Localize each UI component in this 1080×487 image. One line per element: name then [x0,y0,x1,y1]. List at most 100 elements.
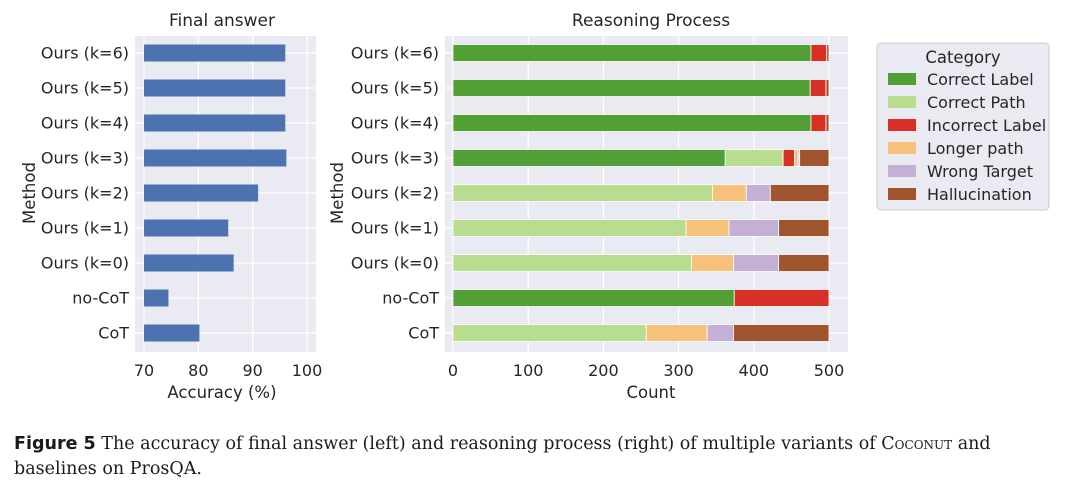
legend-label-correct-path: Correct Path [927,93,1026,112]
left-y-tick-label: Ours (k=0) [41,254,129,273]
caption-figure-label: Figure 5 [14,434,96,454]
figure-caption: Figure 5 The accuracy of final answer (l… [14,432,1069,482]
final-answer-chart: Ours (k=6) Ours (k=5) Ours (k=4) Ours (k=3)… [20,11,322,402]
left-x-tick-label: 100 [292,361,323,380]
segment-correct-path-ours-k-1 [452,219,687,237]
accuracy-bar-ours-k-1 [144,219,229,237]
segment-hallucination-ours-k-0 [778,254,830,272]
left-x-tick-label: 90 [242,361,262,380]
segment-incorrect-label-ours-k-6 [810,44,828,62]
legend-title: Category [925,48,1001,67]
accuracy-bar-cot [144,324,200,342]
left-y-tick-label: Ours (k=3) [41,149,129,168]
segment-wrong-target-ours-k-0 [733,254,780,272]
left-y-tick-label: CoT [98,324,129,343]
segment-incorrect-label-ours-k-3 [782,149,795,167]
segment-longer-path-ours-k-1 [685,219,730,237]
segment-hallucination-ours-k-2 [769,184,830,202]
segment-hallucination-ours-k-6 [826,44,830,62]
legend-swatch-correct-label [888,73,916,85]
segment-longer-path-cot [645,324,708,342]
legend-label-incorrect-label: Incorrect Label [927,116,1046,135]
segment-wrong-target-ours-k-1 [728,219,780,237]
legend-swatch-hallucination [888,188,916,200]
segment-correct-path-cot [452,324,647,342]
left-bars [144,44,287,342]
left-chart-title: Final answer [169,11,275,31]
accuracy-bar-ours-k-6 [144,44,286,62]
caption-method-name: Coconut [881,434,953,454]
left-y-tick-label: Ours (k=1) [41,219,129,238]
right-y-tick-label: Ours (k=3) [351,149,439,168]
legend-swatch-incorrect-label [888,119,916,131]
accuracy-bar-ours-k-0 [144,254,234,272]
segment-longer-path-ours-k-0 [690,254,734,272]
legend-label-wrong-target: Wrong Target [927,162,1033,181]
segment-wrong-target-cot [706,324,734,342]
accuracy-bar-ours-k-4 [144,114,286,132]
accuracy-bar-ours-k-5 [144,79,286,97]
right-stacked-bars [452,44,830,342]
left-y-tick-label: Ours (k=5) [41,79,129,98]
right-x-tick-label: 400 [739,361,770,380]
legend-label-hallucination: Hallucination [927,185,1032,204]
legend-swatch-longer-path [888,142,916,154]
segment-correct-label-ours-k-3 [452,149,726,167]
left-x-tick-label: 80 [188,361,208,380]
caption-text-part-2: and baselines on ProsQA. [14,434,991,479]
right-chart-title: Reasoning Process [572,11,730,31]
right-y-tick-label: Ours (k=0) [351,254,439,273]
segment-correct-label-ours-k-6 [452,44,812,62]
segment-correct-path-ours-k-0 [452,254,692,272]
segment-incorrect-label-ours-k-4 [810,114,827,132]
caption-text-part-1: The accuracy of final answer (left) and … [95,434,882,454]
legend: Category Correct Label Correct Path Incorr… [876,42,1050,211]
segment-hallucination-cot [733,324,830,342]
segment-longer-path-ours-k-3 [794,149,799,167]
segment-correct-path-ours-k-3 [724,149,784,167]
segment-incorrect-label-ours-k-5 [809,79,827,97]
segment-correct-label-ours-k-5 [452,79,811,97]
segment-hallucination-ours-k-5 [825,79,830,97]
figure: Ours (k=6) Ours (k=5) Ours (k=4) Ours (k=3)… [20,11,1050,402]
segment-wrong-target-ours-k-2 [745,184,771,202]
segment-incorrect-label-no-cot [733,289,830,307]
right-x-tick-label: 100 [513,361,544,380]
right-y-tick-labels: Ours (k=6) Ours (k=5) Ours (k=4) Ours (k=3)… [351,44,439,343]
legend-swatch-wrong-target [888,165,916,177]
segment-correct-label-ours-k-4 [452,114,812,132]
right-x-tick-label: 0 [448,361,458,380]
right-y-tick-label: Ours (k=2) [351,184,439,203]
right-x-tick-label: 300 [663,361,694,380]
legend-box [876,42,1050,211]
accuracy-bar-ours-k-3 [144,149,287,167]
segment-hallucination-ours-k-1 [778,219,830,237]
right-y-axis-label: Method [328,162,347,224]
reasoning-process-chart: Ours (k=6) Ours (k=5) Ours (k=4) Ours (k=3)… [328,11,848,402]
right-y-tick-label: Ours (k=1) [351,219,439,238]
left-x-tick-labels: 70 80 90 100 [134,361,322,380]
right-y-tick-label: Ours (k=4) [351,114,439,133]
legend-items: Correct Label Correct Path Incorrect Label… [888,70,1046,204]
left-y-tick-label: Ours (k=4) [41,114,129,133]
right-x-tick-label: 200 [588,361,619,380]
segment-hallucination-ours-k-4 [825,114,830,132]
right-x-tick-label: 500 [814,361,845,380]
legend-swatch-correct-path [888,96,916,108]
accuracy-bar-no-cot [144,289,169,307]
segment-longer-path-ours-k-2 [712,184,747,202]
right-x-axis-label: Count [626,383,676,402]
segment-correct-path-ours-k-2 [452,184,713,202]
segment-hallucination-ours-k-3 [799,149,830,167]
right-y-tick-label: CoT [408,324,439,343]
left-y-tick-label: Ours (k=2) [41,184,129,203]
left-y-axis-label: Method [20,162,39,224]
accuracy-bar-ours-k-2 [144,184,259,202]
left-y-tick-labels: Ours (k=6) Ours (k=5) Ours (k=4) Ours (k=3)… [41,44,129,343]
legend-label-longer-path: Longer path [927,139,1024,158]
left-y-tick-label: Ours (k=6) [41,44,129,63]
right-x-tick-labels: 0 100 200 300 400 500 [448,361,844,380]
right-y-tick-label: Ours (k=6) [351,44,439,63]
left-y-tick-label: no-CoT [72,289,129,308]
left-x-axis-label: Accuracy (%) [167,383,276,402]
